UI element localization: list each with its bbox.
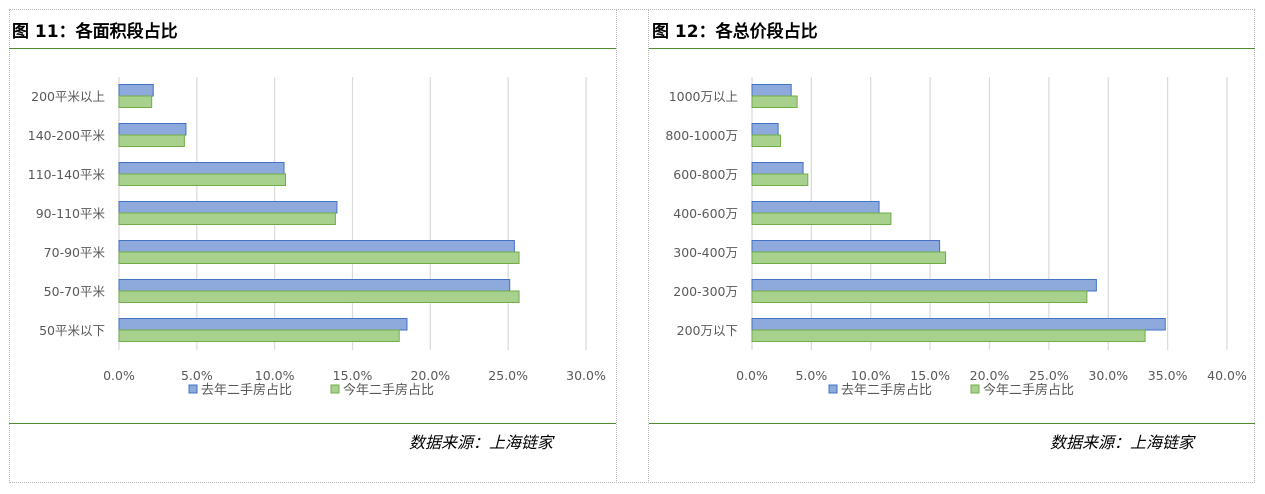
footer-rule <box>649 423 1255 424</box>
legend-label: 今年二手房占比 <box>983 382 1074 398</box>
x-tick-label: 0.0% <box>736 368 768 383</box>
bar-last-year <box>751 240 941 253</box>
x-tick-label: 40.0% <box>1207 368 1247 383</box>
outer-frame <box>9 9 1255 483</box>
category-label: 90-110平米 <box>36 206 106 221</box>
legend: 去年二手房占比 今年二手房占比 <box>188 382 434 398</box>
x-tick-label: 15.0% <box>333 368 373 383</box>
bar-last-year <box>118 201 338 214</box>
source-note: 数据来源：上海链家 <box>409 433 554 452</box>
footer-rule <box>9 423 616 424</box>
title-rule <box>649 48 1255 49</box>
area-bar-chart: 0.0% 5.0% 10.0% 15.0% 20.0% 25.0% 30.0% 200平米以上… <box>28 77 606 398</box>
x-tick-label: 30.0% <box>566 368 606 383</box>
bar-last-year <box>118 84 154 97</box>
bar-last-year <box>751 162 804 175</box>
figure-title: 图 11：各面积段占比 <box>12 22 178 42</box>
bar-this-year <box>751 212 892 225</box>
legend-swatch <box>970 384 980 394</box>
figure-panel-area: 图 11：各面积段占比 0.0% 5.0% 10.0% 15.0% 20.0% 25.0%… <box>9 9 617 483</box>
x-tick-label: 5.0% <box>795 368 827 383</box>
x-tick-label: 5.0% <box>181 368 213 383</box>
bar-this-year <box>118 251 520 264</box>
figure-panel-price: 图 12：各总价段占比 0.0% 5.0% 10.0% 15.0% 20.0% 25.0%… <box>648 9 1255 483</box>
bar-this-year <box>751 329 1146 342</box>
bar-this-year <box>751 134 781 147</box>
x-tick-label: 15.0% <box>910 368 950 383</box>
bar-last-year <box>751 84 792 97</box>
category-label: 400-600万 <box>673 206 738 221</box>
legend-swatch <box>828 384 838 394</box>
x-tick-label: 25.0% <box>1029 368 1069 383</box>
legend-label: 去年二手房占比 <box>201 382 292 398</box>
bar-last-year <box>118 318 408 331</box>
legend-swatch <box>188 384 198 394</box>
x-tick-label: 10.0% <box>255 368 295 383</box>
bar-this-year <box>118 212 336 225</box>
bar-this-year <box>118 290 520 303</box>
bar-this-year <box>118 173 287 186</box>
x-tick-label: 20.0% <box>410 368 450 383</box>
category-label: 110-140平米 <box>28 167 106 182</box>
source-note: 数据来源：上海链家 <box>1050 433 1195 452</box>
legend-label: 今年二手房占比 <box>343 382 434 398</box>
bar-this-year <box>118 329 400 342</box>
category-label: 1000万以上 <box>669 89 738 104</box>
category-label: 50平米以下 <box>39 323 105 338</box>
x-tick-label: 30.0% <box>1088 368 1128 383</box>
bar-this-year <box>751 173 809 186</box>
bar-this-year <box>118 95 153 108</box>
figure-title: 图 12：各总价段占比 <box>652 22 818 42</box>
legend: 去年二手房占比 今年二手房占比 <box>828 382 1074 398</box>
bar-last-year <box>751 201 880 214</box>
bar-last-year <box>751 318 1166 331</box>
category-label: 200万以下 <box>677 323 738 338</box>
bar-this-year <box>751 251 947 264</box>
bar-last-year <box>751 123 779 136</box>
bar-last-year <box>118 123 187 136</box>
bar-last-year <box>751 279 1097 292</box>
category-label: 50-70平米 <box>44 284 106 299</box>
title-rule <box>9 48 616 49</box>
bar-last-year <box>118 162 285 175</box>
category-label: 70-90平米 <box>44 245 106 260</box>
bar-last-year <box>118 279 511 292</box>
price-bar-chart: 0.0% 5.0% 10.0% 15.0% 20.0% 25.0% 30.0% 35.0% 40… <box>665 77 1247 398</box>
bar-this-year <box>751 95 798 108</box>
bar-this-year <box>118 134 185 147</box>
category-label: 600-800万 <box>673 167 738 182</box>
x-tick-label: 0.0% <box>103 368 135 383</box>
x-tick-label: 35.0% <box>1148 368 1188 383</box>
legend-swatch <box>330 384 340 394</box>
bar-last-year <box>118 240 515 253</box>
x-tick-label: 10.0% <box>851 368 891 383</box>
category-label: 200平米以上 <box>31 89 105 104</box>
x-tick-label: 25.0% <box>488 368 528 383</box>
category-label: 200-300万 <box>673 284 738 299</box>
legend-label: 去年二手房占比 <box>841 382 932 398</box>
category-label: 800-1000万 <box>665 128 738 143</box>
x-tick-label: 20.0% <box>970 368 1010 383</box>
bar-this-year <box>751 290 1088 303</box>
category-label: 300-400万 <box>673 245 738 260</box>
category-label: 140-200平米 <box>28 128 106 143</box>
